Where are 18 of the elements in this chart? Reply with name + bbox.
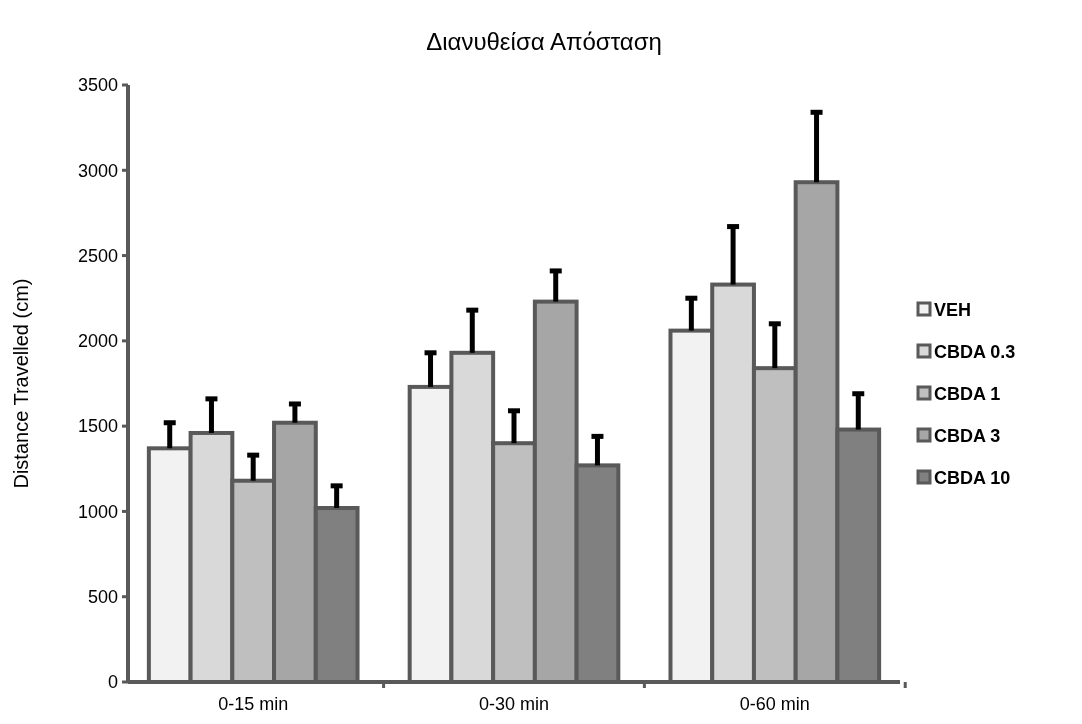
x-tick-label: 0-60 min [739, 694, 810, 714]
y-tick-label: 2000 [77, 331, 118, 352]
y-tick-label: 3500 [77, 75, 118, 96]
legend-label: CBDA 1 [934, 384, 1001, 405]
y-tick-label: 0 [107, 672, 118, 693]
y-tick-label: 1500 [77, 416, 118, 437]
y-tick-label: 500 [87, 587, 118, 608]
y-tick-label: 1000 [77, 501, 118, 522]
chart-title: Διανυθείσα Απόσταση [426, 28, 662, 55]
y-tick-label: 3000 [77, 160, 118, 181]
y-tick-label: 2500 [77, 245, 118, 266]
y-axis-title: Distance Travelled (cm) [10, 278, 32, 489]
legend-label: CBDA 10 [934, 468, 1011, 489]
x-tick-label: 0-15 min [218, 694, 289, 714]
legend-label: CBDA 3 [934, 426, 1001, 447]
legend-label: CBDA 0.3 [934, 342, 1016, 363]
x-tick-label: 0-30 min [478, 694, 550, 714]
legend-label: VEH [934, 300, 972, 321]
